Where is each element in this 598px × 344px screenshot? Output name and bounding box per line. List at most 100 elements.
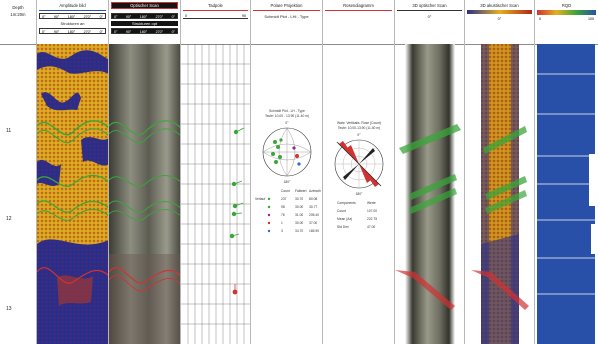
amplitude-image [37, 44, 108, 344]
opt-scale-4: 0° [171, 15, 175, 19]
svg-text:Mean (Az): Mean (Az) [337, 217, 352, 221]
svg-text:47.00: 47.00 [367, 225, 375, 229]
optical-sub-title: Strukturen opt [111, 21, 178, 26]
svg-text:205.40: 205.40 [309, 213, 319, 217]
svg-text:1: 1 [281, 221, 283, 225]
rqd-header: RQD 0 100 [535, 0, 598, 45]
optical-image [109, 44, 180, 344]
amplitude-track[interactable]: Amplitude bild 0° 90° 180° 270° 0° Struk… [36, 0, 108, 344]
rose-header: Rosendiagramm [323, 0, 394, 45]
stereonet-table: Count Fallwert Azimuth Verlauf 237 30.70… [255, 189, 321, 233]
depth-mark-13: 13 [6, 306, 12, 312]
rqd-scale-min: 0 [539, 17, 541, 21]
tadpole-point-1 [233, 129, 239, 135]
scan3d-acoustic-track[interactable]: 3D akustischer Scan 0° [464, 0, 534, 344]
svg-text:98: 98 [281, 205, 285, 209]
optical-sub-scale: 0° 90° 180° 270° 0° [111, 28, 178, 34]
depth-header: Depth 1m:20m [0, 0, 36, 45]
rosette-stats: Components Werte Count 107.00 Mean (Az) … [337, 201, 377, 229]
tadpole-title: Tadpole [208, 3, 223, 8]
amp-scale-3: 270° [83, 15, 92, 19]
svg-text:80.08: 80.08 [309, 197, 317, 201]
depth-mark-12: 12 [6, 216, 12, 222]
svg-text:37.00: 37.00 [309, 221, 317, 225]
rqd-plot [535, 44, 598, 344]
optical-scan-track[interactable]: Optischer Scan 0° 90° 180° 270° 0° Struk… [108, 0, 180, 344]
stereonet-title: Schmidt Plot - LH - Type [269, 109, 305, 113]
amp-scale-2: 180° [67, 15, 76, 19]
amp-sub-3: 270° [83, 30, 92, 34]
amp-scale-1: 90° [53, 15, 60, 19]
svg-text:Fallwert: Fallwert [295, 189, 307, 193]
scan3d-acoustic-header: 3D akustischer Scan 0° [465, 0, 534, 45]
svg-text:Werte: Werte [367, 201, 376, 205]
polar-color-bar [253, 10, 320, 12]
svg-text:30.00: 30.00 [295, 205, 303, 209]
svg-text:3: 3 [281, 229, 283, 233]
rosette-south-label: 180° [356, 192, 364, 196]
depth-body: 11 12 13 [0, 44, 36, 344]
stereonet-north-label: 0° [285, 121, 289, 125]
polar-title: Polare Projektion [270, 3, 303, 8]
svg-text:Count: Count [337, 209, 346, 213]
svg-text:237: 237 [281, 197, 287, 201]
amp-sub-1: 90° [53, 30, 60, 34]
polar-subtitle: Schmidt Plot - LHi - Type [264, 14, 309, 19]
scan3d-optical-header: 3D optischer Scan 0° [395, 0, 464, 45]
tadpole-point-6 [232, 289, 238, 295]
svg-text:165.90: 165.90 [309, 229, 319, 233]
svg-text:Components: Components [337, 201, 356, 205]
polar-projection-track[interactable]: Polare Projektion Schmidt Plot - LHi - T… [250, 0, 322, 344]
tadpole-scale: 0 90 [183, 13, 248, 19]
tadpole-scale-min: 0 [185, 14, 187, 18]
amp-scale-0: 0° [42, 15, 46, 19]
opt-sub-1: 90° [125, 30, 132, 34]
tadpole-header: Tadpole 0 90 [181, 0, 250, 45]
amp-structure-1 [37, 120, 108, 136]
amp-sub-2: 180° [67, 30, 76, 34]
opt-scale-0: 0° [114, 15, 118, 19]
scan3d-acoustic-color-bar [467, 10, 532, 14]
rosette-panel: Wahr. Vertikalis. Rose (Count) Teufe: 10… [323, 44, 394, 344]
depth-track: Depth 1m:20m 11 12 13 [0, 0, 36, 344]
svg-text:Std Dev: Std Dev [337, 225, 349, 229]
scan3d-optical-scale: 0° [427, 14, 432, 19]
svg-text:Verlauf: Verlauf [255, 197, 265, 201]
stereonet-panel: Schmidt Plot - LH - Type Teufe: 10.00 - … [251, 44, 322, 344]
amplitude-sub-title: Strukturen an [60, 21, 85, 26]
amp-sub-0: 0° [42, 30, 46, 34]
rosette-title: Wahr. Vertikalis. Rose (Count) [337, 121, 381, 125]
svg-text:Count: Count [281, 189, 290, 193]
opt-scale-1: 90° [125, 15, 132, 19]
opt-scale-3: 270° [155, 15, 164, 19]
rqd-scale-max: 100 [588, 17, 594, 21]
optical-title: Optischer Scan [111, 2, 178, 9]
amp-scale-4: 0° [99, 15, 103, 19]
optical-header: Optischer Scan 0° 90° 180° 270° 0° Struk… [109, 0, 180, 45]
polar-header: Polare Projektion Schmidt Plot - LHi - T… [251, 0, 322, 45]
stereonet-subtitle: Teufe: 10.00 - 13.90 (11.40 m) [265, 114, 309, 118]
rqd-track[interactable]: RQD 0 100 [534, 0, 598, 344]
opt-sub-0: 0° [114, 30, 118, 34]
scan3d-optical-color-bar [397, 10, 462, 12]
scan3d-optical-title: 3D optischer Scan [412, 3, 447, 8]
rose-diagram-track[interactable]: Rosendiagramm Wahr. Vertikalis. Rose (Co… [322, 0, 394, 344]
stereonet-south-label: 180° [284, 180, 292, 184]
tadpole-color-bar [183, 10, 248, 12]
scan3d-acoustic-image [465, 44, 534, 344]
svg-text:34.70: 34.70 [295, 229, 303, 233]
tadpole-track[interactable]: Tadpole 0 90 [180, 0, 250, 344]
svg-text:Azimuth: Azimuth [309, 189, 321, 193]
rosette-subtitle: Teufe: 10.00-13.90 (11.40 m) [338, 126, 380, 130]
scan3d-acoustic-title: 3D akustischer Scan [480, 3, 519, 8]
amplitude-scale: 0° 90° 180° 270° 0° [39, 13, 106, 19]
opt-sub-3: 270° [155, 30, 164, 34]
rosette-north-label: 0° [357, 133, 361, 137]
scan3d-optical-track[interactable]: 3D optischer Scan 0° [394, 0, 464, 344]
svg-text:76: 76 [281, 213, 285, 217]
amplitude-title: Amplitude bild [59, 3, 86, 8]
rose-title: Rosendiagramm [343, 3, 374, 8]
svg-text:30.00: 30.00 [295, 221, 303, 225]
depth-header-label: Depth [12, 5, 24, 10]
